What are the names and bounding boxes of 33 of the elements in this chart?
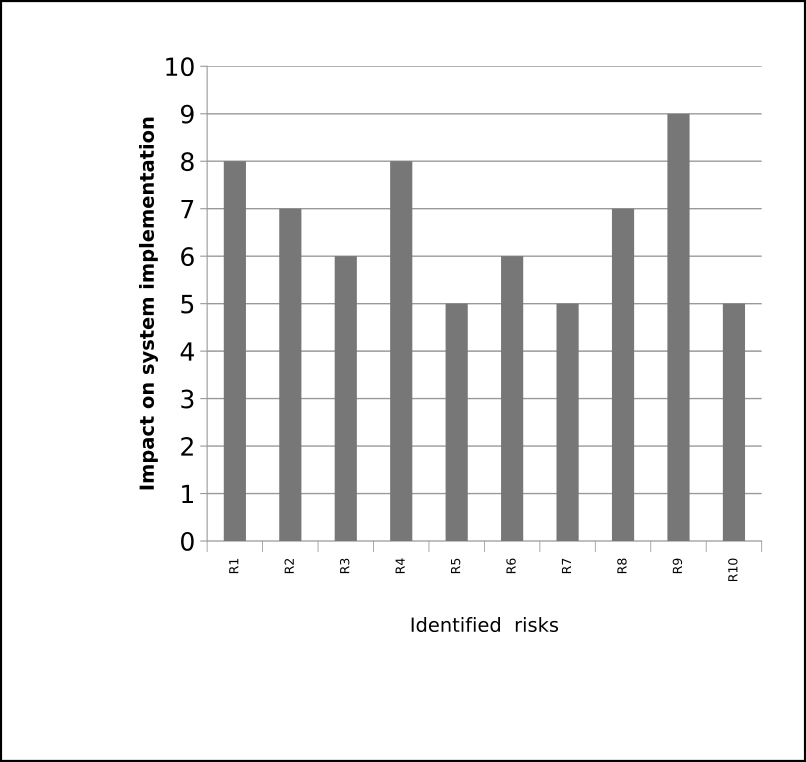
y-tick-label: 6 — [181, 247, 194, 266]
x-tick-label: R6 — [506, 558, 516, 574]
x-tick-label: R4 — [396, 558, 405, 574]
y-tick-label: 8 — [181, 152, 194, 172]
x-tick-label: R10 — [728, 558, 738, 582]
bar — [722, 304, 746, 542]
x-tick-label: R1 — [229, 558, 238, 574]
y-tick-label: 0 — [181, 532, 194, 551]
x-tick-label: R5 — [451, 558, 460, 574]
y-tick-label: 3 — [181, 390, 194, 408]
y-axis-title: Impact on system implementation — [139, 118, 158, 490]
x-tick-label: R7 — [562, 558, 572, 574]
bar — [390, 161, 412, 542]
y-tick-label: 1 — [182, 484, 194, 504]
bar — [556, 304, 579, 542]
bar — [224, 161, 246, 542]
y-tick-label: 2 — [181, 437, 193, 456]
x-tick-label: R3 — [340, 558, 350, 574]
x-axis-title: Identified risks — [412, 617, 558, 632]
x-tick-label: R9 — [672, 558, 682, 574]
y-tick-label: 7 — [181, 200, 194, 218]
bar — [501, 256, 524, 542]
x-tick-label: R2 — [284, 558, 294, 574]
bar — [334, 256, 357, 542]
y-tick-label: 10 — [166, 57, 194, 76]
y-tick-label: 9 — [181, 104, 194, 124]
y-tick-label: 5 — [181, 294, 194, 314]
bar — [612, 208, 634, 542]
bar — [279, 208, 302, 542]
y-tick-label: 4 — [180, 342, 194, 361]
bar — [446, 304, 468, 542]
bar — [667, 114, 690, 542]
x-tick-label: R8 — [617, 558, 627, 574]
